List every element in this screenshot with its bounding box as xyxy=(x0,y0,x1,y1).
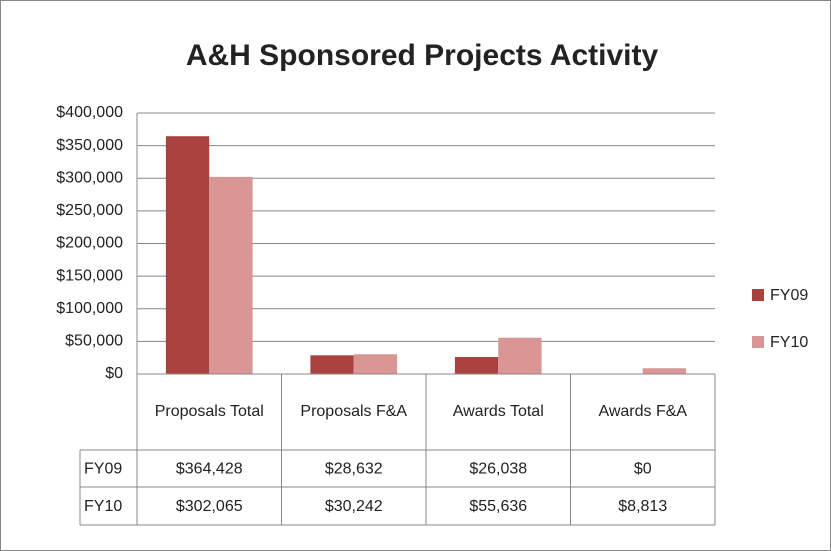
bar xyxy=(454,357,499,374)
y-tick-label: $350,000 xyxy=(56,137,123,154)
y-tick-label: $250,000 xyxy=(56,202,123,219)
table-cell: $26,038 xyxy=(469,461,527,478)
x-tick-label: Proposals F&A xyxy=(300,403,408,421)
x-tick-label-box: Awards F&A xyxy=(598,403,688,421)
y-tick-label: $300,000 xyxy=(56,169,123,186)
x-tick-label: Awards F&A xyxy=(598,403,688,421)
y-tick-label: $50,000 xyxy=(65,333,123,350)
table-cell: $55,636 xyxy=(469,498,527,515)
y-tick-label: $200,000 xyxy=(56,235,123,252)
bar xyxy=(209,176,253,374)
y-tick-label: $400,000 xyxy=(56,104,123,121)
x-tick-label-box: Awards Total xyxy=(452,403,544,421)
x-tick-label-box: Proposals Total xyxy=(154,403,264,421)
x-tick-label-box: Proposals F&A xyxy=(300,403,408,421)
bar xyxy=(353,354,398,374)
table-row-label: FY10 xyxy=(84,498,122,515)
bar xyxy=(642,368,687,374)
legend-label: FY10 xyxy=(770,334,808,351)
bar xyxy=(310,355,354,374)
y-tick-label: $0 xyxy=(105,365,123,382)
y-tick-label: $150,000 xyxy=(56,267,123,284)
x-tick-label: Awards Total xyxy=(452,403,544,421)
table-cell: $0 xyxy=(634,461,652,478)
table-cell: $364,428 xyxy=(176,461,243,478)
chart-title: A&H Sponsored Projects Activity xyxy=(186,39,659,72)
bar xyxy=(498,337,542,374)
legend-swatch xyxy=(752,336,764,348)
bar xyxy=(165,136,210,374)
y-tick-label: $100,000 xyxy=(56,300,123,317)
table-cell: $28,632 xyxy=(325,461,383,478)
table-cell: $8,813 xyxy=(618,498,667,515)
legend-label: FY09 xyxy=(770,287,808,304)
x-tick-label: Proposals Total xyxy=(154,403,264,421)
legend-swatch xyxy=(752,289,764,301)
table-cell: $302,065 xyxy=(176,498,243,515)
table-row-label: FY09 xyxy=(84,461,122,478)
table-cell: $30,242 xyxy=(325,498,383,515)
